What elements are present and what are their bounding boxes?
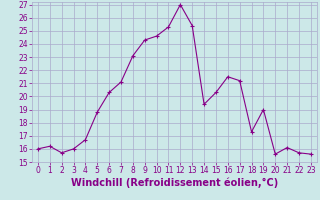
X-axis label: Windchill (Refroidissement éolien,°C): Windchill (Refroidissement éolien,°C) (71, 178, 278, 188)
